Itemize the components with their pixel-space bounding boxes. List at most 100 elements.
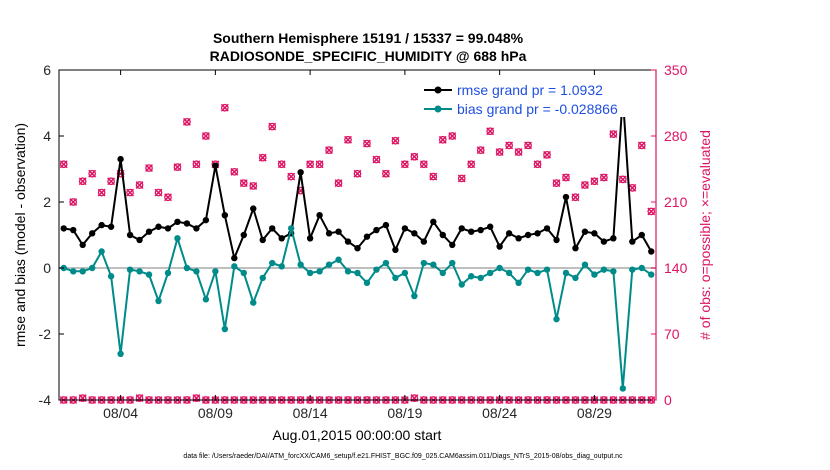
bias-point [70,268,77,275]
count-point-evaluated [325,146,334,155]
legend-box [419,79,655,117]
y-right-tick-label: 70 [664,326,680,342]
bias-point [240,269,247,277]
bias-point [193,268,200,275]
rmse-point [439,231,446,239]
count-point-evaluated [287,172,296,181]
count-point-evaluated [192,160,201,169]
bias-point [79,268,86,275]
count-point-possible-low [192,394,201,402]
rmse-point [401,225,409,232]
bias-line [63,228,652,389]
bias-point [269,259,276,267]
bias-point [619,385,627,392]
count-point-possible [173,163,182,171]
bias-point [98,248,105,255]
count-point-possible [382,169,390,178]
count-point-possible [486,127,495,136]
count-point-evaluated [306,160,315,169]
bias-point [382,259,390,267]
bias-point [344,268,352,275]
count-point-evaluated [571,193,580,202]
count-point-possible [230,167,239,176]
count-point-evaluated [429,172,438,181]
count-point-evaluated [107,177,116,186]
rmse-point [297,169,304,176]
count-point-possible [334,179,343,187]
rmse-point [250,205,257,212]
count-point-evaluated [363,139,371,148]
count-point-possible [287,172,296,181]
y-right-tick-label: 140 [664,260,688,276]
bias-point [373,266,380,273]
count-point-evaluated [182,117,191,126]
count-point-evaluated [372,155,381,164]
count-point-evaluated [609,130,618,139]
count-point-possible [325,146,333,154]
bias-point [458,281,465,288]
count-point-possible-low [78,394,87,402]
bias-point [638,264,645,272]
count-point-evaluated [647,207,656,216]
rmse-point [70,226,77,234]
count-point-possible [457,174,466,183]
rmse-point [373,226,380,234]
count-point-possible [505,141,513,150]
count-point-possible [154,188,163,197]
bias-point [297,261,304,268]
data-file-footer: data file: /Users/raeder/DAI/ATM_forcXX/… [183,453,623,460]
count-point-evaluated [391,136,400,145]
x-axis-label: Aug.01,2015 00:00:00 start [273,427,442,443]
rmse-point [79,241,86,249]
y-left-tick-label: -4 [39,392,52,408]
count-point-evaluated [135,181,144,189]
rmse-point [363,233,371,240]
count-point-possible [571,193,580,202]
bias-point [107,273,115,280]
rmse-point [524,231,532,239]
bias-point [553,315,560,323]
count-point-possible [344,135,352,144]
count-point-evaluated [258,153,267,162]
count-point-evaluated [419,160,428,169]
rmse-point [534,230,541,237]
bias-point [430,261,437,268]
count-point-possible [401,160,409,169]
count-point-possible [609,130,618,138]
rmse-point [316,212,323,219]
count-point-possible [552,179,561,187]
count-point-evaluated [239,179,248,188]
count-point-possible [438,135,447,144]
count-point-evaluated [580,181,589,189]
rmse-point [496,243,503,250]
rmse-point [231,254,238,262]
bias-point [126,266,134,273]
count-point-evaluated [400,160,409,169]
legend-rmse-label: rmse grand pr = 1.0932 [457,82,603,98]
rmse-point [486,223,494,230]
y-left-tick-label: -2 [39,326,52,342]
count-point-evaluated [448,132,457,140]
count-point-evaluated [505,141,514,150]
bias-point [477,274,484,282]
count-point-possible [145,164,153,172]
plot-marks [59,93,656,404]
rmse-point [193,225,200,232]
count-point-possible [533,160,542,169]
count-point-evaluated [524,141,533,150]
rmse-point [572,245,579,252]
rmse-point [145,228,153,235]
bias-point [515,279,522,287]
rmse-point [458,225,465,232]
count-point-evaluated [164,193,172,202]
rmse-point [60,225,67,232]
bias-point [486,269,494,277]
count-point-possible [220,103,229,112]
count-point-possible [202,132,210,140]
y-left-tick-label: 6 [43,62,51,78]
rmse-point [269,225,276,232]
count-point-possible [590,177,599,186]
count-point-possible [258,153,267,162]
rmse-point [392,246,399,254]
count-point-possible [249,182,258,190]
